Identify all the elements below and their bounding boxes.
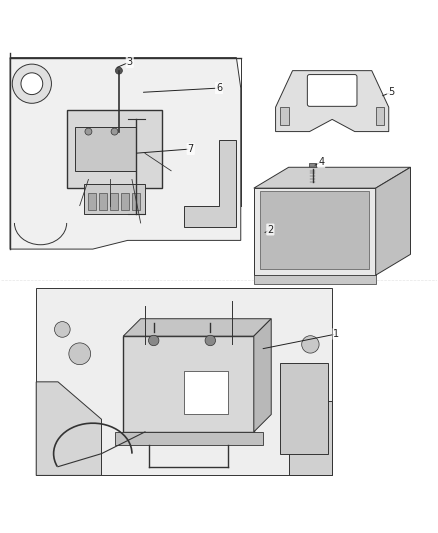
Bar — [280, 107, 289, 125]
FancyBboxPatch shape — [307, 75, 357, 107]
Bar — [67, 110, 162, 188]
Bar — [99, 192, 107, 210]
Bar — [123, 336, 254, 432]
Circle shape — [54, 321, 70, 337]
Bar — [309, 163, 316, 168]
Polygon shape — [184, 140, 237, 228]
Bar — [75, 127, 136, 171]
Text: 2: 2 — [267, 224, 273, 235]
Circle shape — [12, 64, 51, 103]
Circle shape — [21, 73, 43, 94]
Polygon shape — [276, 71, 389, 132]
Bar — [110, 192, 118, 210]
Circle shape — [85, 128, 92, 135]
Circle shape — [111, 128, 118, 135]
Text: 3: 3 — [127, 57, 133, 67]
Bar — [88, 192, 96, 210]
Circle shape — [69, 343, 91, 365]
Bar — [115, 432, 262, 445]
Polygon shape — [254, 167, 410, 188]
Polygon shape — [280, 363, 328, 454]
Bar — [84, 184, 145, 214]
Circle shape — [302, 336, 319, 353]
Polygon shape — [289, 400, 332, 475]
Polygon shape — [260, 191, 369, 269]
Polygon shape — [36, 382, 102, 475]
Bar — [36, 288, 332, 475]
Polygon shape — [254, 188, 376, 275]
Bar — [184, 371, 228, 415]
Polygon shape — [254, 319, 271, 432]
Polygon shape — [376, 167, 410, 275]
Text: 4: 4 — [318, 157, 325, 167]
Polygon shape — [123, 319, 271, 336]
Text: 1: 1 — [333, 329, 339, 339]
Bar — [132, 192, 140, 210]
Circle shape — [148, 335, 159, 346]
Bar — [376, 107, 385, 125]
Polygon shape — [10, 58, 241, 249]
Circle shape — [116, 67, 122, 74]
Text: 6: 6 — [216, 83, 222, 93]
Text: 5: 5 — [388, 87, 394, 98]
Bar — [121, 192, 129, 210]
Bar — [254, 275, 376, 284]
Text: 7: 7 — [187, 144, 194, 154]
Circle shape — [205, 335, 215, 346]
